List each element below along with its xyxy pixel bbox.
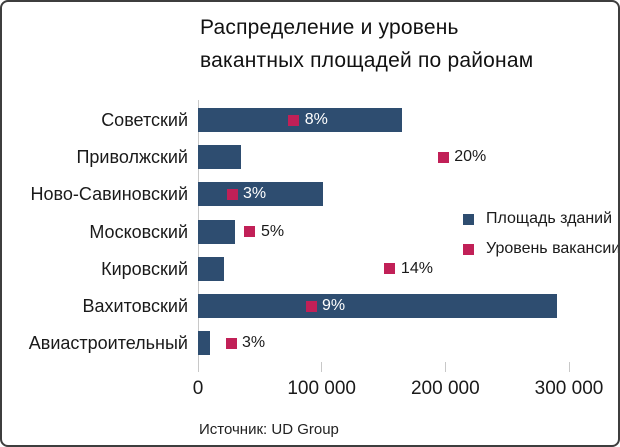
chart-title-line2: вакантных площадей по районам bbox=[200, 49, 534, 72]
legend-item-area: Площадь зданий bbox=[463, 210, 612, 228]
vacancy-label: 3% bbox=[242, 334, 266, 352]
x-tick bbox=[321, 362, 323, 372]
area-bar bbox=[198, 256, 224, 281]
vacancy-label: 8% bbox=[304, 111, 328, 128]
vacancy-marker bbox=[305, 300, 317, 312]
legend-swatch-area bbox=[463, 213, 474, 225]
legend-swatch-vacancy bbox=[463, 243, 474, 255]
x-tick bbox=[444, 362, 446, 372]
vacancy-label: 5% bbox=[260, 222, 285, 240]
category-label: Приволжский bbox=[76, 147, 188, 168]
vacancy-label: 14% bbox=[400, 259, 433, 277]
category-label: Ново-Савиновский bbox=[30, 184, 189, 205]
area-bar bbox=[198, 294, 557, 318]
category-label: Московский bbox=[89, 221, 188, 242]
area-bar bbox=[198, 331, 211, 356]
vacancy-marker bbox=[437, 151, 449, 163]
vacancy-marker bbox=[288, 114, 300, 126]
vacancy-marker bbox=[384, 263, 396, 275]
category-label: Советский bbox=[101, 110, 188, 130]
vacancy-label: 3% bbox=[243, 185, 267, 203]
legend-item-vacancy: Уровень вакансии bbox=[463, 240, 620, 258]
x-tick-label: 100 000 bbox=[287, 378, 356, 399]
x-tick-label: 0 bbox=[192, 378, 204, 399]
area-bar bbox=[198, 219, 236, 244]
legend-label-area: Площадь зданий bbox=[486, 210, 613, 227]
area-bar bbox=[198, 182, 323, 207]
legend-label-vacancy: Уровень вакансии bbox=[486, 240, 620, 257]
vacancy-marker bbox=[244, 226, 256, 238]
vacancy-marker bbox=[225, 337, 237, 349]
category-label: Авиастроительный bbox=[28, 333, 188, 354]
chart-title: Распределение и уровень вакантных площад… bbox=[200, 11, 533, 77]
area-bar bbox=[198, 145, 242, 170]
vacancy-marker bbox=[226, 188, 238, 200]
area-bar bbox=[198, 108, 403, 132]
x-tick-label: 200 000 bbox=[410, 378, 480, 399]
category-label: Кировский bbox=[101, 258, 188, 279]
category-label: Вахитовский bbox=[82, 296, 188, 316]
x-tick-label: 300 000 bbox=[534, 378, 604, 399]
vacancy-label: 9% bbox=[322, 297, 346, 314]
source-note: Источник: UD Group bbox=[199, 421, 339, 438]
vacancy-label: 20% bbox=[454, 148, 487, 166]
x-tick bbox=[568, 362, 570, 372]
chart-title-line1: Распределение и уровень bbox=[200, 16, 459, 39]
x-tick bbox=[197, 362, 199, 372]
